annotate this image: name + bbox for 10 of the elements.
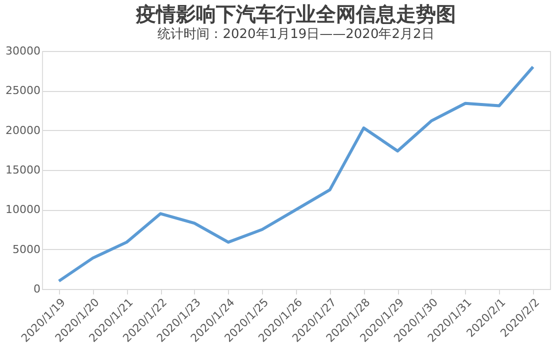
line-series [57,65,535,283]
y-tick-label: 0 [34,282,40,296]
y-tick-label: 20000 [6,124,40,137]
y-tick-label: 10000 [6,203,40,216]
y-tick-label: 25000 [6,84,40,98]
chart-subtitle: 统计时间：2020年1月19日——2020年2月2日 [158,27,434,42]
y-tick-label: 15000 [6,164,40,176]
chart-title: 疫情影响下汽车行业全网信息走势图 [135,2,456,26]
y-tick-label: 5000 [12,242,40,256]
y-tick-label: 30000 [6,44,40,58]
